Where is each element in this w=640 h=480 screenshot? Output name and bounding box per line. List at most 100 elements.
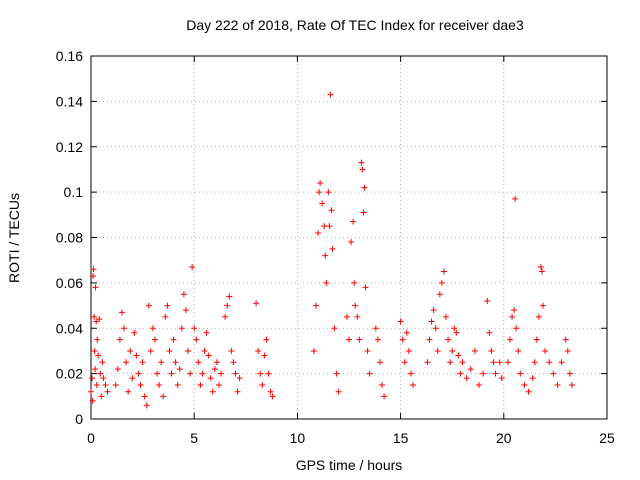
data-point <box>151 336 158 343</box>
data-point <box>201 347 208 354</box>
data-point <box>409 381 416 388</box>
data-point <box>116 336 123 343</box>
data-point <box>327 91 334 98</box>
y-tick-label: 0.04 <box>56 320 83 336</box>
data-point <box>513 325 520 332</box>
data-point <box>189 263 196 270</box>
data-point <box>361 184 368 191</box>
data-point <box>265 370 272 377</box>
x-axis-label: GPS time / hours <box>296 457 403 473</box>
data-point <box>187 370 194 377</box>
data-point <box>335 388 342 395</box>
data-point <box>253 300 260 307</box>
data-point <box>89 397 96 404</box>
data-point <box>486 329 493 336</box>
y-tick-label: 0.06 <box>56 275 83 291</box>
data-point <box>443 313 450 320</box>
data-point <box>178 325 185 332</box>
data-point <box>91 313 98 320</box>
data-point <box>515 347 522 354</box>
y-tick-label: 0.14 <box>56 93 83 109</box>
data-point <box>471 347 478 354</box>
data-point <box>542 347 549 354</box>
data-point <box>133 352 140 359</box>
data-point <box>154 370 161 377</box>
data-point <box>207 375 214 382</box>
data-point <box>362 284 369 291</box>
data-point <box>535 313 542 320</box>
x-tick-label: 15 <box>393 430 409 446</box>
data-point <box>352 302 359 309</box>
data-point <box>176 366 183 373</box>
data-point <box>360 209 367 216</box>
data-point <box>401 359 408 366</box>
data-point <box>326 223 333 230</box>
x-tick-label: 20 <box>496 430 512 446</box>
data-point <box>432 325 439 332</box>
data-point <box>517 370 524 377</box>
data-point <box>426 336 433 343</box>
data-point <box>447 359 454 366</box>
data-point <box>405 347 412 354</box>
data-point <box>95 352 102 359</box>
data-point <box>131 329 138 336</box>
x-tick-label: 25 <box>599 430 615 446</box>
data-point <box>94 336 101 343</box>
data-point <box>376 359 383 366</box>
data-point <box>434 347 441 354</box>
data-point <box>99 359 106 366</box>
data-point <box>197 381 204 388</box>
data-point <box>312 302 319 309</box>
data-point <box>537 263 544 270</box>
data-point <box>234 388 241 395</box>
data-point <box>476 381 483 388</box>
chart-title: Day 222 of 2018, Rate Of TEC Index for r… <box>186 17 524 33</box>
data-point <box>93 318 100 325</box>
data-point <box>490 359 497 366</box>
y-tick-label: 0.1 <box>64 184 84 200</box>
data-point <box>445 336 452 343</box>
data-point <box>90 273 97 280</box>
data-point <box>129 375 136 382</box>
plot-frame <box>90 55 608 420</box>
data-point <box>564 347 571 354</box>
data-point <box>374 336 381 343</box>
data-point <box>145 302 152 309</box>
data-point <box>135 370 142 377</box>
data-point <box>100 375 107 382</box>
data-point <box>529 375 536 382</box>
data-point <box>236 375 243 382</box>
data-point <box>457 370 464 377</box>
data-point <box>98 393 105 400</box>
data-point <box>440 268 447 275</box>
data-point <box>566 370 573 377</box>
y-tick-label: 0 <box>75 411 83 427</box>
data-point <box>170 336 177 343</box>
data-point <box>139 359 146 366</box>
x-tick-label: 10 <box>290 430 306 446</box>
data-point <box>118 309 125 316</box>
data-point <box>215 381 222 388</box>
data-point <box>550 370 557 377</box>
data-point <box>261 352 268 359</box>
data-point <box>141 393 148 400</box>
data-point <box>463 375 470 382</box>
y-axis-label: ROTI / TECUs <box>6 193 22 283</box>
data-point <box>267 388 274 395</box>
data-point <box>484 298 491 305</box>
data-point <box>449 347 456 354</box>
data-point <box>224 302 231 309</box>
data-point <box>359 166 366 173</box>
data-point <box>226 293 233 300</box>
data-point <box>232 370 239 377</box>
data-point <box>504 359 511 366</box>
data-point <box>480 370 487 377</box>
data-point <box>351 279 358 286</box>
data-point <box>172 359 179 366</box>
data-point <box>222 313 229 320</box>
data-point <box>156 381 163 388</box>
y-tick-label: 0.16 <box>56 48 83 64</box>
axis-ticks: 0 0.02 0.04 0.06 0.08 0.1 0.12 0.14 0.16 0 5 10 15 20… <box>56 48 615 446</box>
data-point <box>451 325 458 332</box>
